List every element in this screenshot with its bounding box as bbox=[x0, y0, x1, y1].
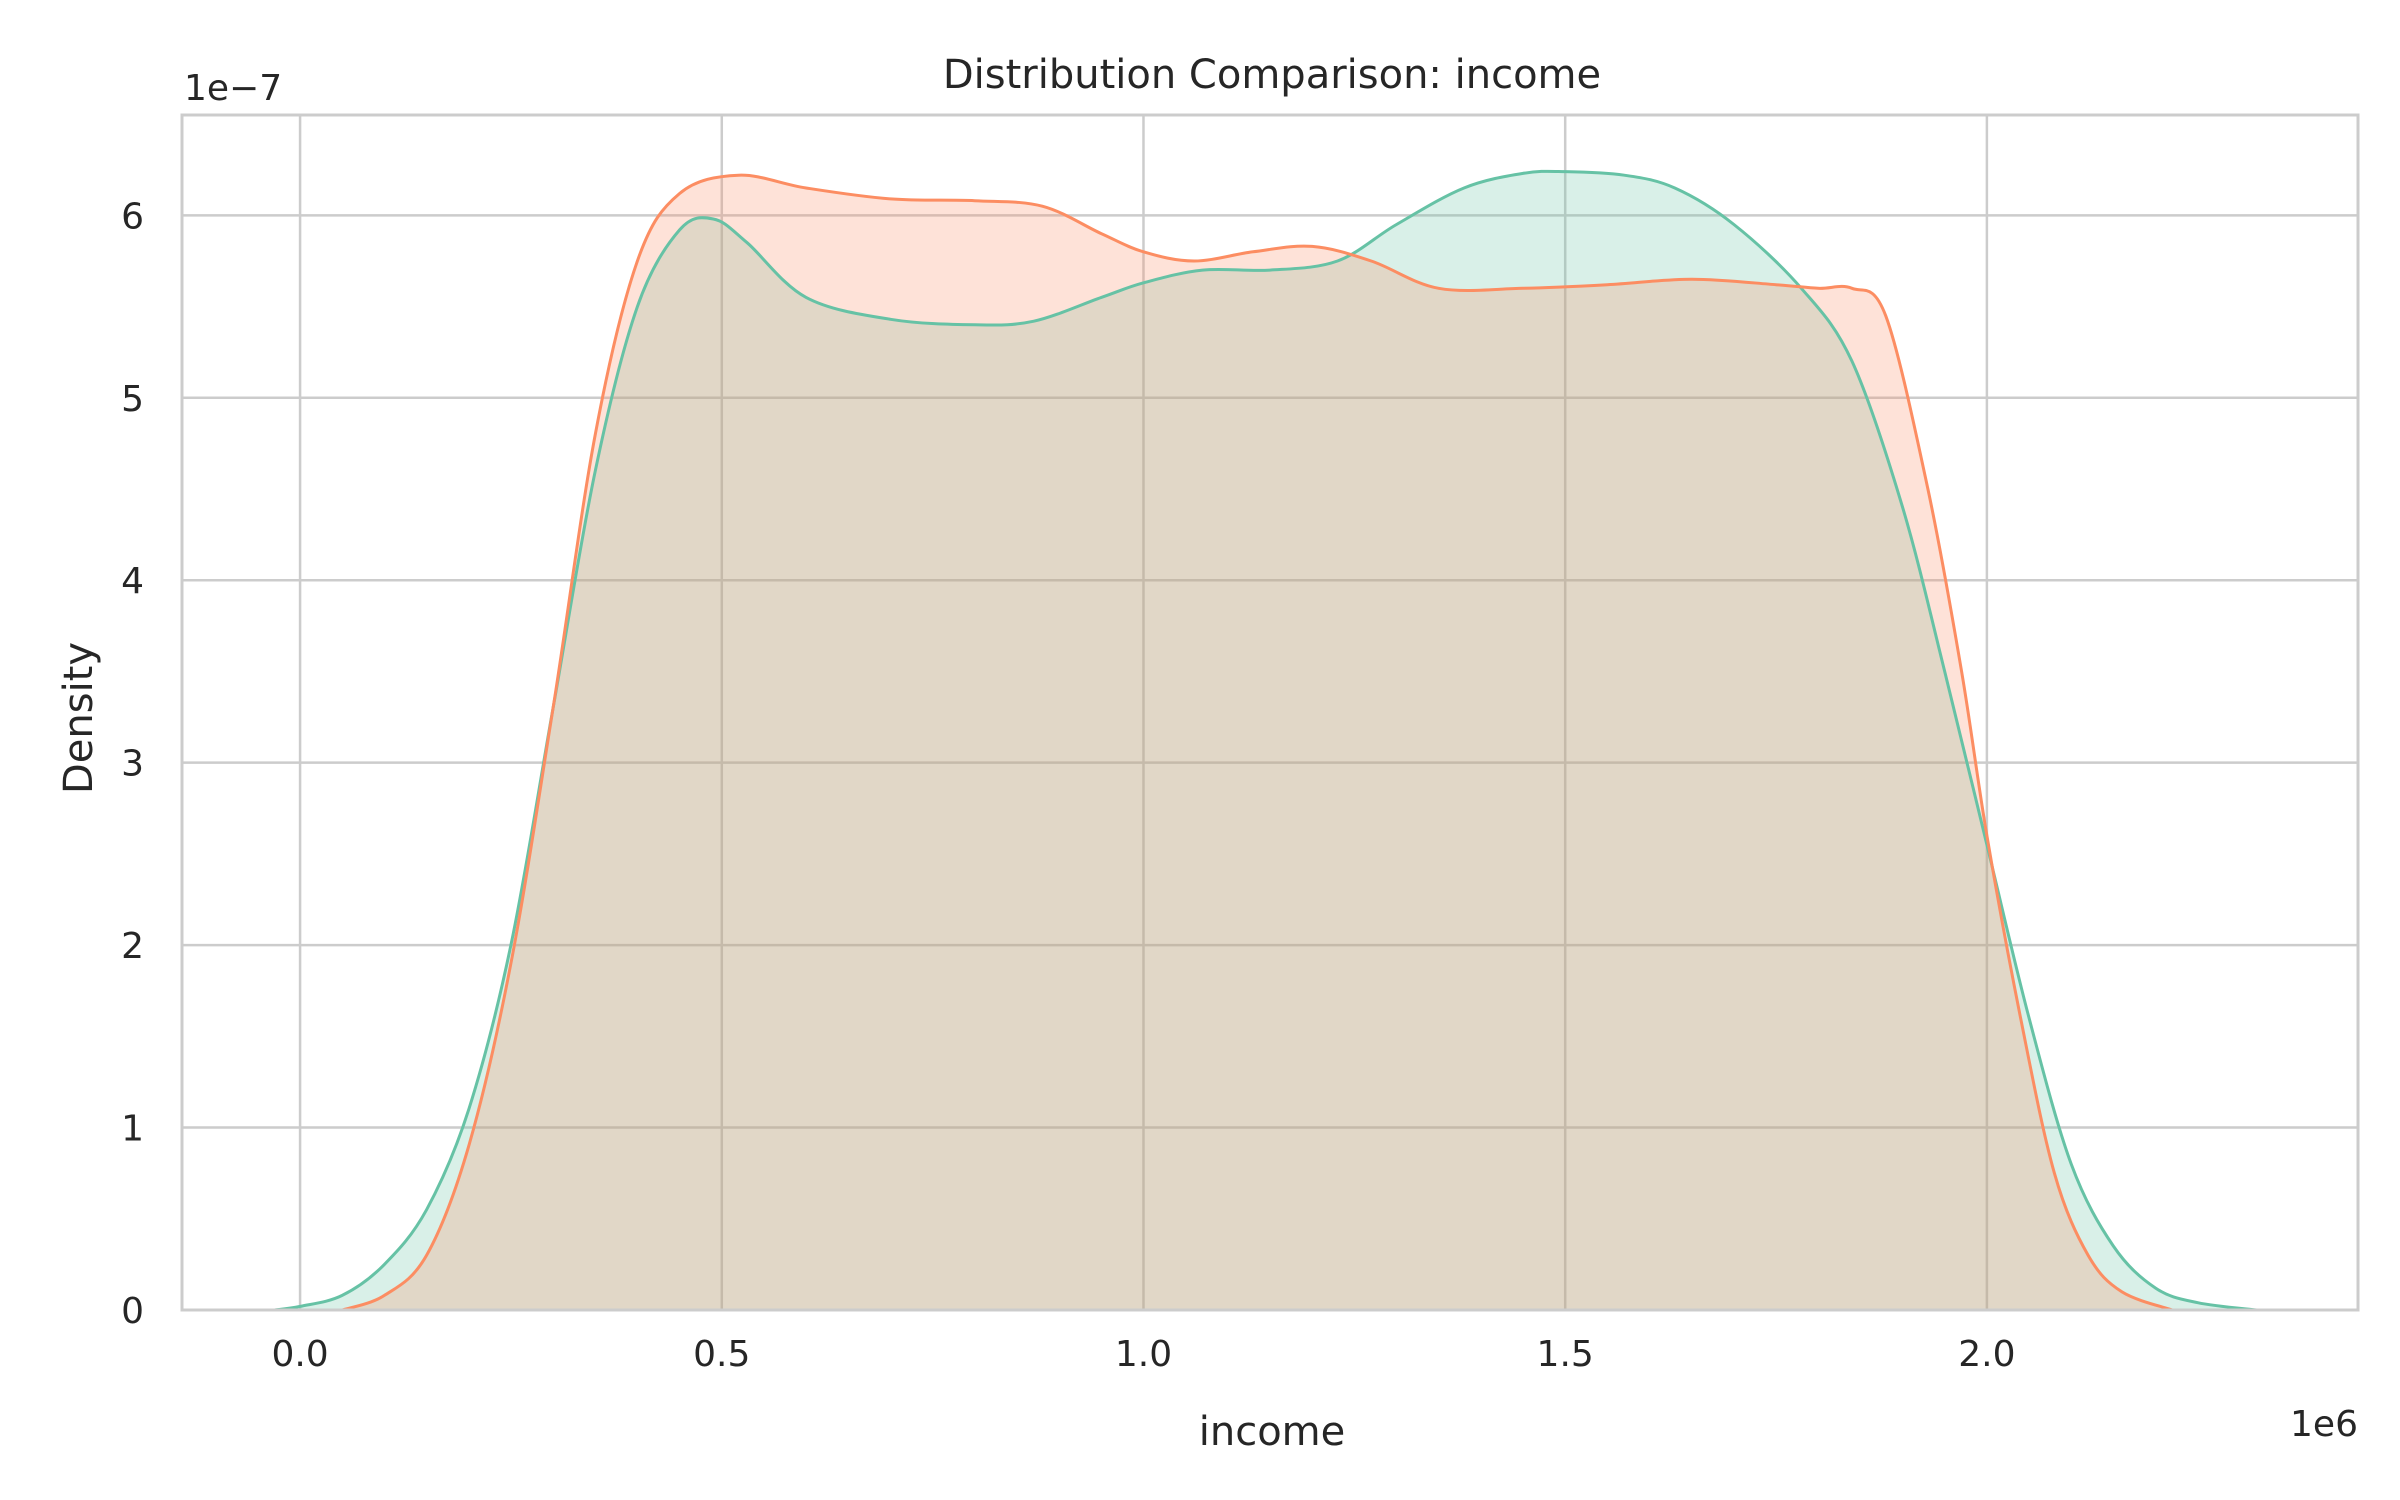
y-tick-label: 3 bbox=[121, 744, 144, 785]
y-axis-label: Density bbox=[56, 642, 102, 794]
density-area-1 bbox=[274, 171, 2257, 1310]
x-tick-labels: 0.0 0.5 1.0 1.5 2.0 bbox=[271, 1334, 2015, 1375]
y-tick-label: 2 bbox=[121, 926, 144, 967]
y-tick-labels: 0 1 2 3 4 5 6 bbox=[121, 196, 144, 1332]
y-axis-multiplier: 1e−7 bbox=[184, 68, 282, 109]
density-area-2 bbox=[342, 175, 2173, 1311]
y-tick-label: 1 bbox=[121, 1109, 144, 1150]
x-axis-label: income bbox=[1199, 1409, 1346, 1455]
y-tick-label: 0 bbox=[121, 1291, 144, 1332]
density-line-1 bbox=[274, 169, 2257, 1312]
x-tick-label: 1.0 bbox=[1115, 1334, 1172, 1375]
plot-frame bbox=[180, 113, 2360, 1312]
x-tick-label: 1.5 bbox=[1537, 1334, 1594, 1375]
x-tick-label: 0.0 bbox=[271, 1334, 328, 1375]
x-tick-label: 0.5 bbox=[693, 1334, 750, 1375]
chart-title: Distribution Comparison: income bbox=[943, 52, 1601, 98]
y-tick-label: 4 bbox=[121, 561, 144, 602]
x-tick-label: 2.0 bbox=[1958, 1334, 2015, 1375]
density-areas bbox=[274, 169, 2257, 1312]
density-line-2 bbox=[341, 173, 2173, 1312]
y-tick-label: 5 bbox=[121, 379, 144, 420]
y-tick-label: 6 bbox=[121, 196, 144, 237]
x-axis-multiplier: 1e6 bbox=[2290, 1404, 2358, 1445]
